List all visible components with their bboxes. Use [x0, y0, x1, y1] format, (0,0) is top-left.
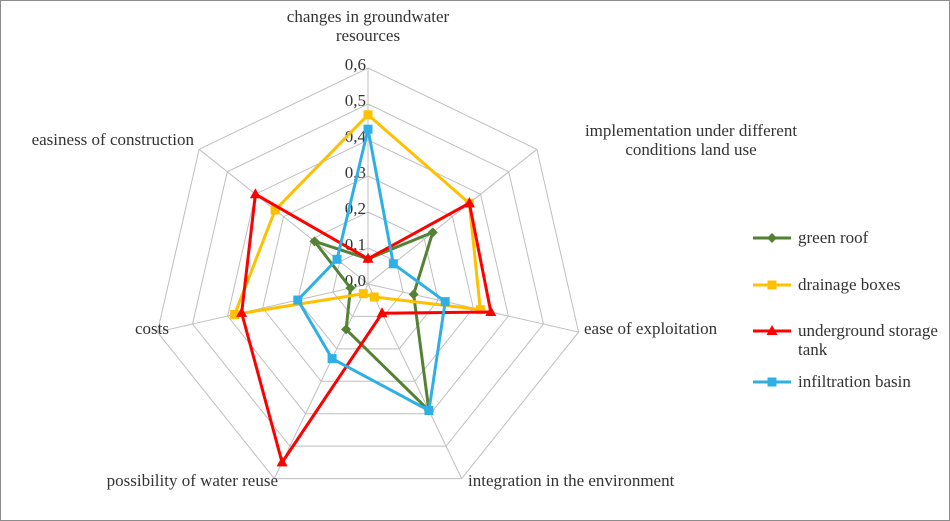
data-point [440, 297, 450, 307]
data-point [327, 354, 337, 364]
axis-label: integration in the environment [468, 471, 675, 490]
series-line [232, 112, 482, 317]
data-point [363, 124, 373, 134]
data-point [236, 306, 248, 317]
series-line [295, 128, 447, 413]
axis-label: ease of exploitation [584, 319, 718, 338]
data-point [276, 456, 288, 467]
legend-label: green roof [798, 228, 869, 247]
data-point [293, 295, 303, 305]
data-point [345, 283, 356, 294]
data-point [427, 227, 438, 238]
legend-label: underground storage tank [798, 321, 938, 359]
legend-marker [767, 377, 777, 387]
grid-ring [262, 175, 474, 382]
data-point [270, 205, 280, 215]
data-point [362, 252, 374, 263]
data-point [249, 188, 261, 199]
axis-label: costs [135, 319, 169, 338]
data-point [358, 289, 368, 299]
axis-label: changes in groundwater resources [286, 7, 450, 45]
data-point [376, 307, 388, 318]
axis-spoke [198, 148, 369, 285]
data-point [424, 405, 434, 415]
data-point [363, 110, 373, 120]
legend-marker [767, 233, 777, 243]
legend-marker [766, 325, 778, 335]
axis-label: implementation under different condition… [584, 121, 798, 159]
data-point [388, 259, 398, 269]
axis-spoke [157, 283, 369, 333]
axis-label: possibility of water reuse [106, 471, 278, 490]
r-tick-label: 0,5 [345, 91, 366, 110]
axis-label: easiness of construction [31, 130, 194, 149]
data-point [309, 236, 320, 247]
data-point [341, 324, 352, 335]
r-tick-label: 0,6 [345, 55, 366, 74]
data-point [408, 289, 419, 300]
series-line [310, 229, 436, 415]
legend-label: infiltration basin [798, 372, 911, 391]
data-point [230, 309, 240, 319]
legend-marker [767, 280, 777, 290]
data-point [475, 305, 485, 315]
legend-label: drainage boxes [798, 275, 901, 294]
data-point [332, 254, 342, 264]
grid-ring [227, 139, 509, 415]
data-point [369, 292, 379, 302]
series-line [240, 191, 493, 466]
r-tick-label: 0,3 [345, 163, 366, 182]
grid-ring [156, 67, 580, 480]
data-point [463, 197, 475, 208]
grid-ring [191, 103, 545, 447]
data-point [485, 306, 497, 317]
axis-spoke [273, 283, 369, 479]
